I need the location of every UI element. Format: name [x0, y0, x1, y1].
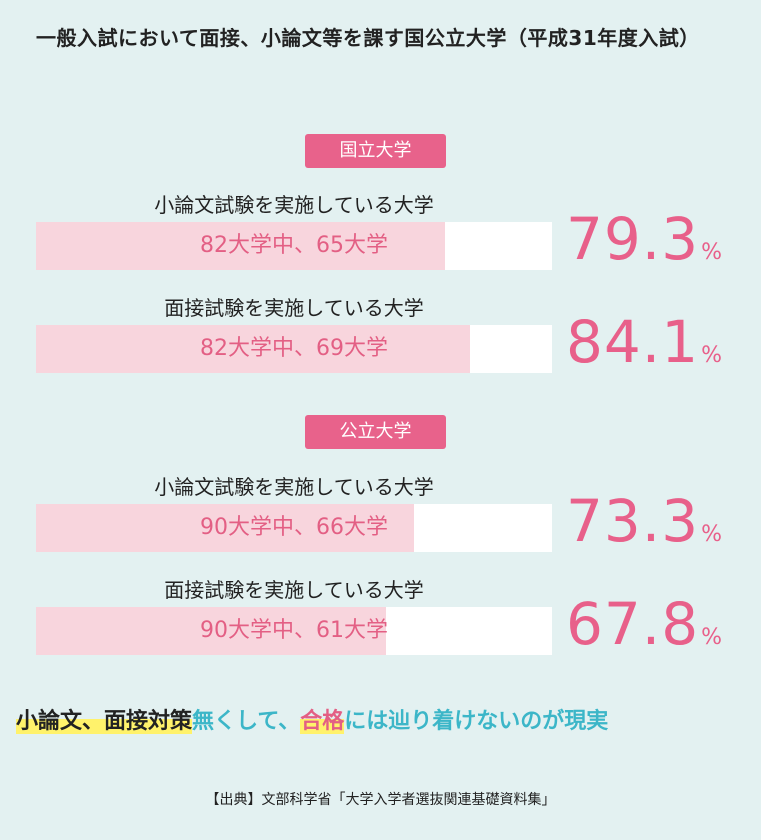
- bar-track: 82大学中、69大学: [36, 325, 552, 373]
- bar-fill: [36, 504, 415, 552]
- bar-label: 82大学中、69大学: [200, 336, 388, 361]
- bar-label: 90大学中、61大学: [200, 618, 388, 643]
- bar-label: 90大学中、66大学: [200, 515, 388, 540]
- bar-track: 90大学中、66大学: [36, 504, 552, 552]
- percent-unit: %: [701, 343, 723, 368]
- bar-label: 82大学中、65大学: [200, 233, 388, 258]
- tagline-highlight: 小論文、面接対策: [16, 709, 193, 734]
- percent-label: 79.3%: [566, 205, 722, 273]
- bar-track: 82大学中、65大学: [36, 222, 552, 270]
- bar-title: 小論文試験を実施している大学: [154, 193, 434, 217]
- group-badge-public: 公立大学: [305, 415, 446, 449]
- source-citation: 【出典】文部科学省「大学入学者選抜関連基礎資料集」: [205, 792, 556, 808]
- percent-value: 73.3: [566, 487, 700, 555]
- chart-title: 一般入試において面接、小論文等を課す国公立大学（平成31年度入試）: [36, 26, 700, 50]
- percent-unit: %: [701, 522, 723, 547]
- bar-title: 面接試験を実施している大学: [164, 578, 424, 602]
- group-badge-national: 国立大学: [305, 134, 446, 168]
- tagline-text: 無くして、: [192, 709, 301, 734]
- bar-fill: [36, 222, 446, 270]
- tagline: 小論文、面接対策無くして、合格には辿り着けないのが現実: [16, 703, 608, 735]
- bar-title: 小論文試験を実施している大学: [154, 475, 434, 499]
- tagline-text-end: には辿り着けないのが現実: [344, 709, 609, 734]
- bar-title: 面接試験を実施している大学: [164, 296, 424, 320]
- bar-fill: [36, 325, 470, 373]
- percent-unit: %: [701, 240, 723, 265]
- percent-label: 73.3%: [566, 487, 722, 555]
- percent-value: 79.3: [566, 205, 700, 273]
- bar-track: 90大学中、61大学: [36, 607, 552, 655]
- percent-value: 84.1: [566, 308, 700, 376]
- percent-label: 67.8%: [566, 590, 722, 658]
- bar-fill: [36, 607, 386, 655]
- tagline-highlight-pass: 合格: [300, 709, 345, 734]
- percent-unit: %: [701, 625, 723, 650]
- percent-label: 84.1%: [566, 308, 722, 376]
- percent-value: 67.8: [566, 590, 700, 658]
